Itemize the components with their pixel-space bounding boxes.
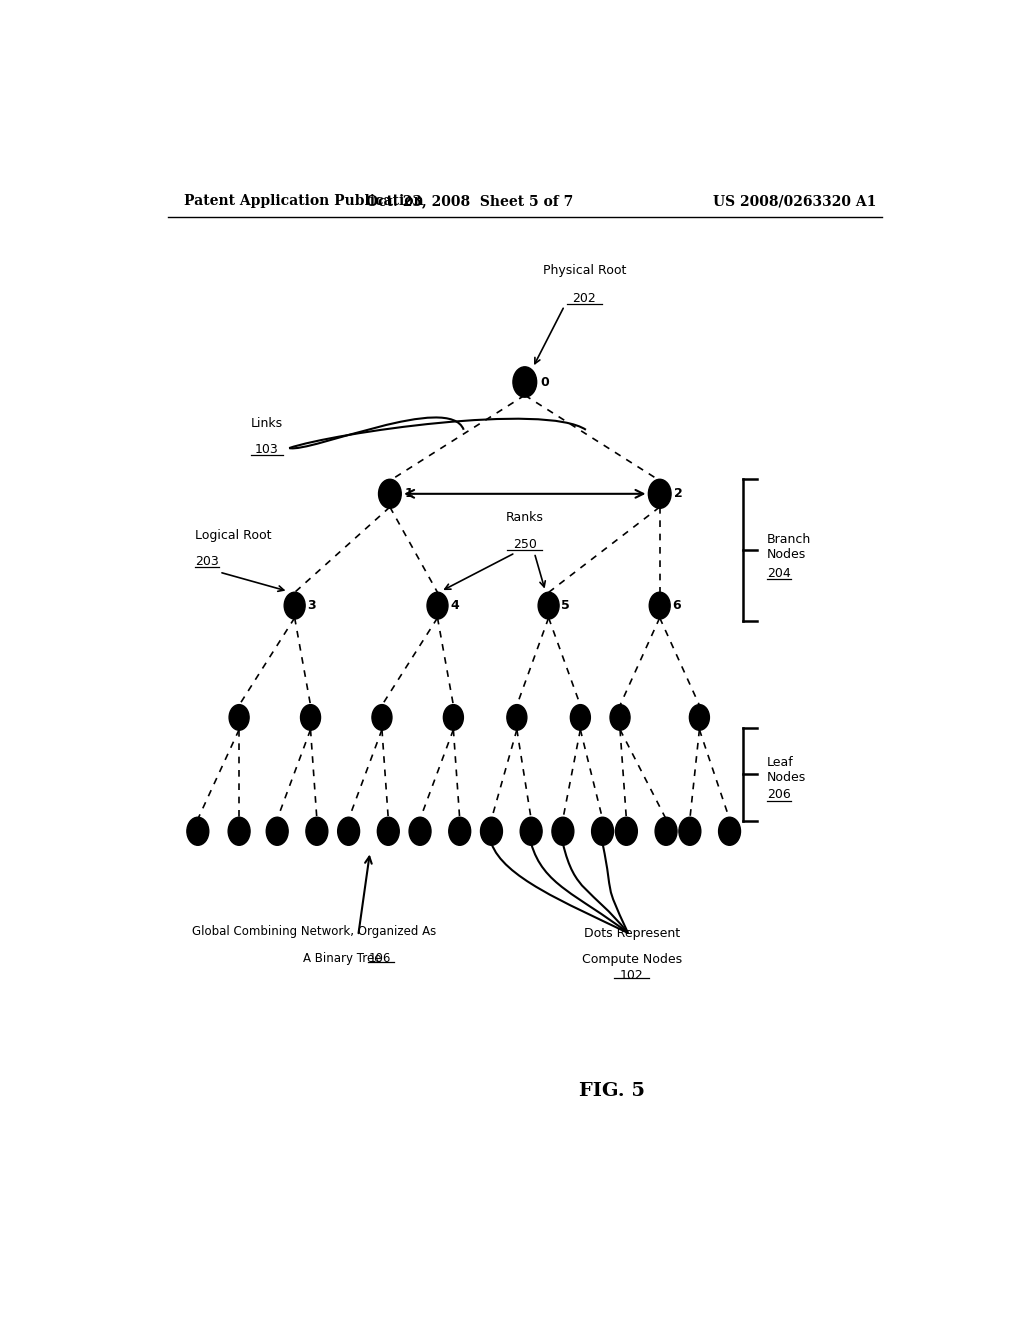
- Text: 3: 3: [307, 599, 316, 612]
- Text: Leaf: Leaf: [767, 755, 794, 768]
- Text: Patent Application Publication: Patent Application Publication: [183, 194, 423, 209]
- Circle shape: [410, 817, 431, 845]
- Circle shape: [449, 817, 471, 845]
- Text: 102: 102: [621, 969, 644, 982]
- Text: 206: 206: [767, 788, 791, 801]
- Text: Compute Nodes: Compute Nodes: [582, 953, 682, 966]
- Text: US 2008/0263320 A1: US 2008/0263320 A1: [713, 194, 877, 209]
- Circle shape: [648, 479, 671, 508]
- Circle shape: [480, 817, 503, 845]
- Circle shape: [649, 593, 670, 619]
- Circle shape: [187, 817, 209, 845]
- Circle shape: [689, 705, 710, 730]
- Text: 250: 250: [513, 537, 537, 550]
- Circle shape: [266, 817, 288, 845]
- Text: 1: 1: [404, 487, 413, 500]
- Text: Nodes: Nodes: [767, 771, 806, 784]
- Circle shape: [507, 705, 527, 730]
- Circle shape: [228, 817, 250, 845]
- Text: Ranks: Ranks: [506, 511, 544, 524]
- Text: FIG. 5: FIG. 5: [580, 1082, 645, 1101]
- Circle shape: [679, 817, 700, 845]
- Circle shape: [338, 817, 359, 845]
- Circle shape: [379, 479, 401, 508]
- Circle shape: [570, 705, 591, 730]
- Circle shape: [229, 705, 249, 730]
- Text: 5: 5: [561, 599, 570, 612]
- Circle shape: [306, 817, 328, 845]
- Text: Nodes: Nodes: [767, 548, 806, 561]
- Text: 6: 6: [673, 599, 681, 612]
- Circle shape: [372, 705, 392, 730]
- Circle shape: [513, 367, 537, 397]
- Text: 103: 103: [255, 444, 279, 455]
- Circle shape: [592, 817, 613, 845]
- Text: 106: 106: [369, 952, 391, 965]
- Circle shape: [427, 593, 447, 619]
- Text: 204: 204: [767, 566, 791, 579]
- Circle shape: [552, 817, 573, 845]
- Text: 203: 203: [196, 554, 219, 568]
- Text: 0: 0: [541, 375, 550, 388]
- Text: A Binary Tree: A Binary Tree: [303, 952, 381, 965]
- Circle shape: [443, 705, 464, 730]
- Circle shape: [520, 817, 542, 845]
- Text: Branch: Branch: [767, 533, 811, 546]
- Text: Links: Links: [251, 417, 283, 430]
- Text: 2: 2: [674, 487, 683, 500]
- Circle shape: [300, 705, 321, 730]
- Circle shape: [378, 817, 399, 845]
- Text: Logical Root: Logical Root: [196, 528, 272, 541]
- Text: Global Combining Network, Organized As: Global Combining Network, Organized As: [193, 925, 436, 939]
- Circle shape: [719, 817, 740, 845]
- Text: 202: 202: [572, 292, 596, 305]
- Circle shape: [655, 817, 677, 845]
- Text: Physical Root: Physical Root: [543, 264, 626, 277]
- Circle shape: [285, 593, 305, 619]
- Circle shape: [615, 817, 637, 845]
- Text: Dots Represent: Dots Represent: [584, 927, 680, 940]
- Circle shape: [610, 705, 630, 730]
- Text: 4: 4: [451, 599, 459, 612]
- Text: Oct. 23, 2008  Sheet 5 of 7: Oct. 23, 2008 Sheet 5 of 7: [366, 194, 572, 209]
- Circle shape: [539, 593, 559, 619]
